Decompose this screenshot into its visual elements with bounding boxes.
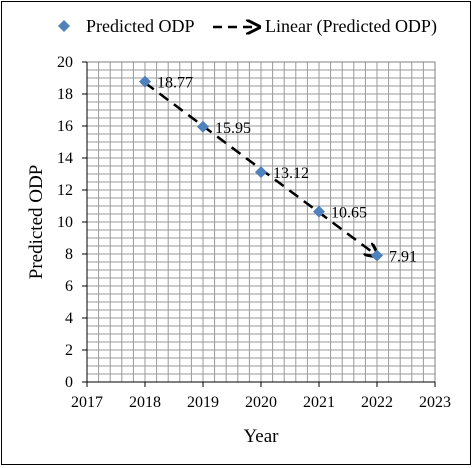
x-axis-title: Year [243,426,279,447]
x-axis-ticks: 2017 2018 2019 2020 2021 2022 2023 [71,382,451,411]
y-tick-label: 14 [57,150,73,167]
x-tick-label: 2017 [71,394,103,411]
y-tick-label: 0 [65,374,73,391]
legend-diamond-marker [58,20,70,32]
data-label: 13.12 [273,165,309,182]
data-points [139,75,383,262]
legend-label-series: Predicted ODP [86,16,194,36]
y-tick-label: 8 [65,246,73,263]
x-tick-label: 2021 [303,394,335,411]
data-point-diamond [197,120,209,133]
data-point-diamond [371,249,383,262]
y-tick-label: 12 [57,182,73,199]
data-label: 18.77 [157,75,193,92]
y-tick-label: 4 [65,310,73,327]
x-tick-label: 2018 [129,394,161,411]
plot-grid [86,61,436,383]
y-axis-title: Predicted ODP [26,165,47,280]
data-label: 7.91 [389,248,417,265]
data-point-diamond [313,205,325,218]
y-tick-label: 20 [57,54,73,71]
y-tick-label: 16 [57,118,73,135]
x-tick-label: 2023 [419,394,451,411]
y-tick-label: 10 [57,214,73,231]
data-label: 15.95 [215,120,251,137]
x-tick-label: 2019 [187,394,219,411]
legend: Predicted ODP Linear (Predicted ODP) [58,16,437,37]
y-axis-ticks: 0 2 4 6 8 10 12 14 16 18 20 [57,54,87,391]
y-tick-label: 18 [57,86,73,103]
x-tick-label: 2022 [361,394,393,411]
data-point-diamond [139,75,151,88]
legend-label-trendline: Linear (Predicted ODP) [265,16,437,37]
x-tick-label: 2020 [245,394,277,411]
data-labels: 18.77 15.95 13.12 10.65 7.91 [157,75,417,266]
data-label: 10.65 [331,205,367,222]
data-point-diamond [255,166,267,179]
y-tick-label: 6 [65,278,73,295]
y-tick-label: 2 [65,342,73,359]
